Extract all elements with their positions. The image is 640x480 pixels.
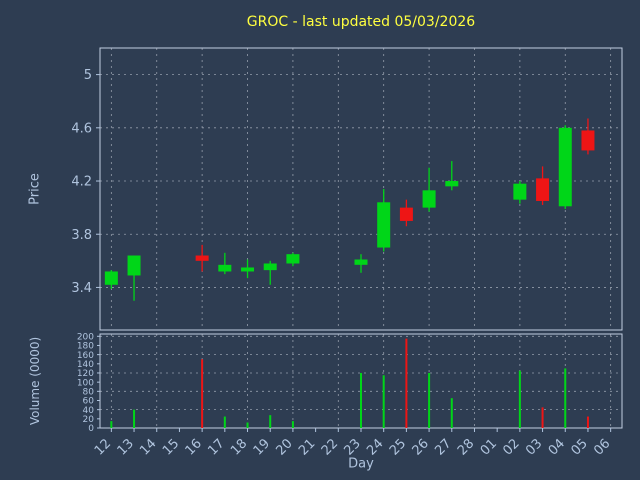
candle <box>127 255 141 301</box>
svg-text:4.2: 4.2 <box>71 175 92 190</box>
svg-text:13: 13 <box>115 436 137 458</box>
svg-text:0: 0 <box>88 424 94 434</box>
grid-lines <box>100 48 622 429</box>
svg-text:21: 21 <box>296 436 318 458</box>
svg-text:12: 12 <box>92 436 114 458</box>
candle <box>377 189 391 252</box>
svg-text:4.6: 4.6 <box>71 121 92 136</box>
svg-text:02: 02 <box>500 436 522 458</box>
svg-text:20: 20 <box>83 415 95 425</box>
candle <box>422 167 436 212</box>
svg-text:140: 140 <box>77 360 94 370</box>
svg-text:3.4: 3.4 <box>71 281 92 296</box>
volume-bars <box>110 338 589 428</box>
svg-text:17: 17 <box>205 436 227 458</box>
candles <box>104 118 595 301</box>
svg-text:24: 24 <box>364 436 386 458</box>
svg-text:15: 15 <box>160 436 182 458</box>
svg-text:20: 20 <box>273 436 295 458</box>
chart-title: GROC - last updated 05/03/2026 <box>246 14 476 30</box>
svg-text:27: 27 <box>432 436 454 458</box>
svg-text:5: 5 <box>84 68 92 83</box>
candle <box>263 260 277 285</box>
candle <box>581 118 595 155</box>
svg-text:25: 25 <box>387 436 409 458</box>
candle <box>104 270 118 289</box>
candle <box>195 244 209 272</box>
svg-text:80: 80 <box>83 387 95 397</box>
svg-text:120: 120 <box>77 369 94 379</box>
svg-text:23: 23 <box>342 436 364 458</box>
svg-text:05: 05 <box>568 436 590 458</box>
axis-ticks: 3.43.84.24.65020406080100120140160180200… <box>71 68 613 458</box>
svg-text:28: 28 <box>455 436 477 458</box>
x-axis-label: Day <box>348 456 374 472</box>
svg-text:60: 60 <box>83 397 95 407</box>
candle <box>558 125 572 209</box>
candle <box>445 161 459 191</box>
svg-text:22: 22 <box>319 436 341 458</box>
svg-text:180: 180 <box>77 342 94 352</box>
svg-text:200: 200 <box>77 332 94 342</box>
panel-borders <box>99 47 623 429</box>
candle <box>513 181 527 204</box>
candle <box>286 252 300 267</box>
svg-text:14: 14 <box>137 436 159 458</box>
svg-text:01: 01 <box>478 436 500 458</box>
candle <box>218 252 232 275</box>
candle <box>241 259 255 279</box>
candle <box>354 254 368 273</box>
svg-text:19: 19 <box>251 436 273 458</box>
candle <box>536 166 550 205</box>
svg-text:160: 160 <box>77 351 94 361</box>
svg-text:16: 16 <box>183 436 205 458</box>
svg-text:04: 04 <box>546 436 568 458</box>
svg-text:100: 100 <box>77 378 94 388</box>
svg-text:06: 06 <box>591 436 613 458</box>
svg-text:18: 18 <box>228 436 250 458</box>
candle <box>399 199 413 227</box>
svg-text:40: 40 <box>83 406 95 416</box>
svg-text:3.8: 3.8 <box>71 228 92 243</box>
svg-text:26: 26 <box>410 436 432 458</box>
svg-text:03: 03 <box>523 436 545 458</box>
